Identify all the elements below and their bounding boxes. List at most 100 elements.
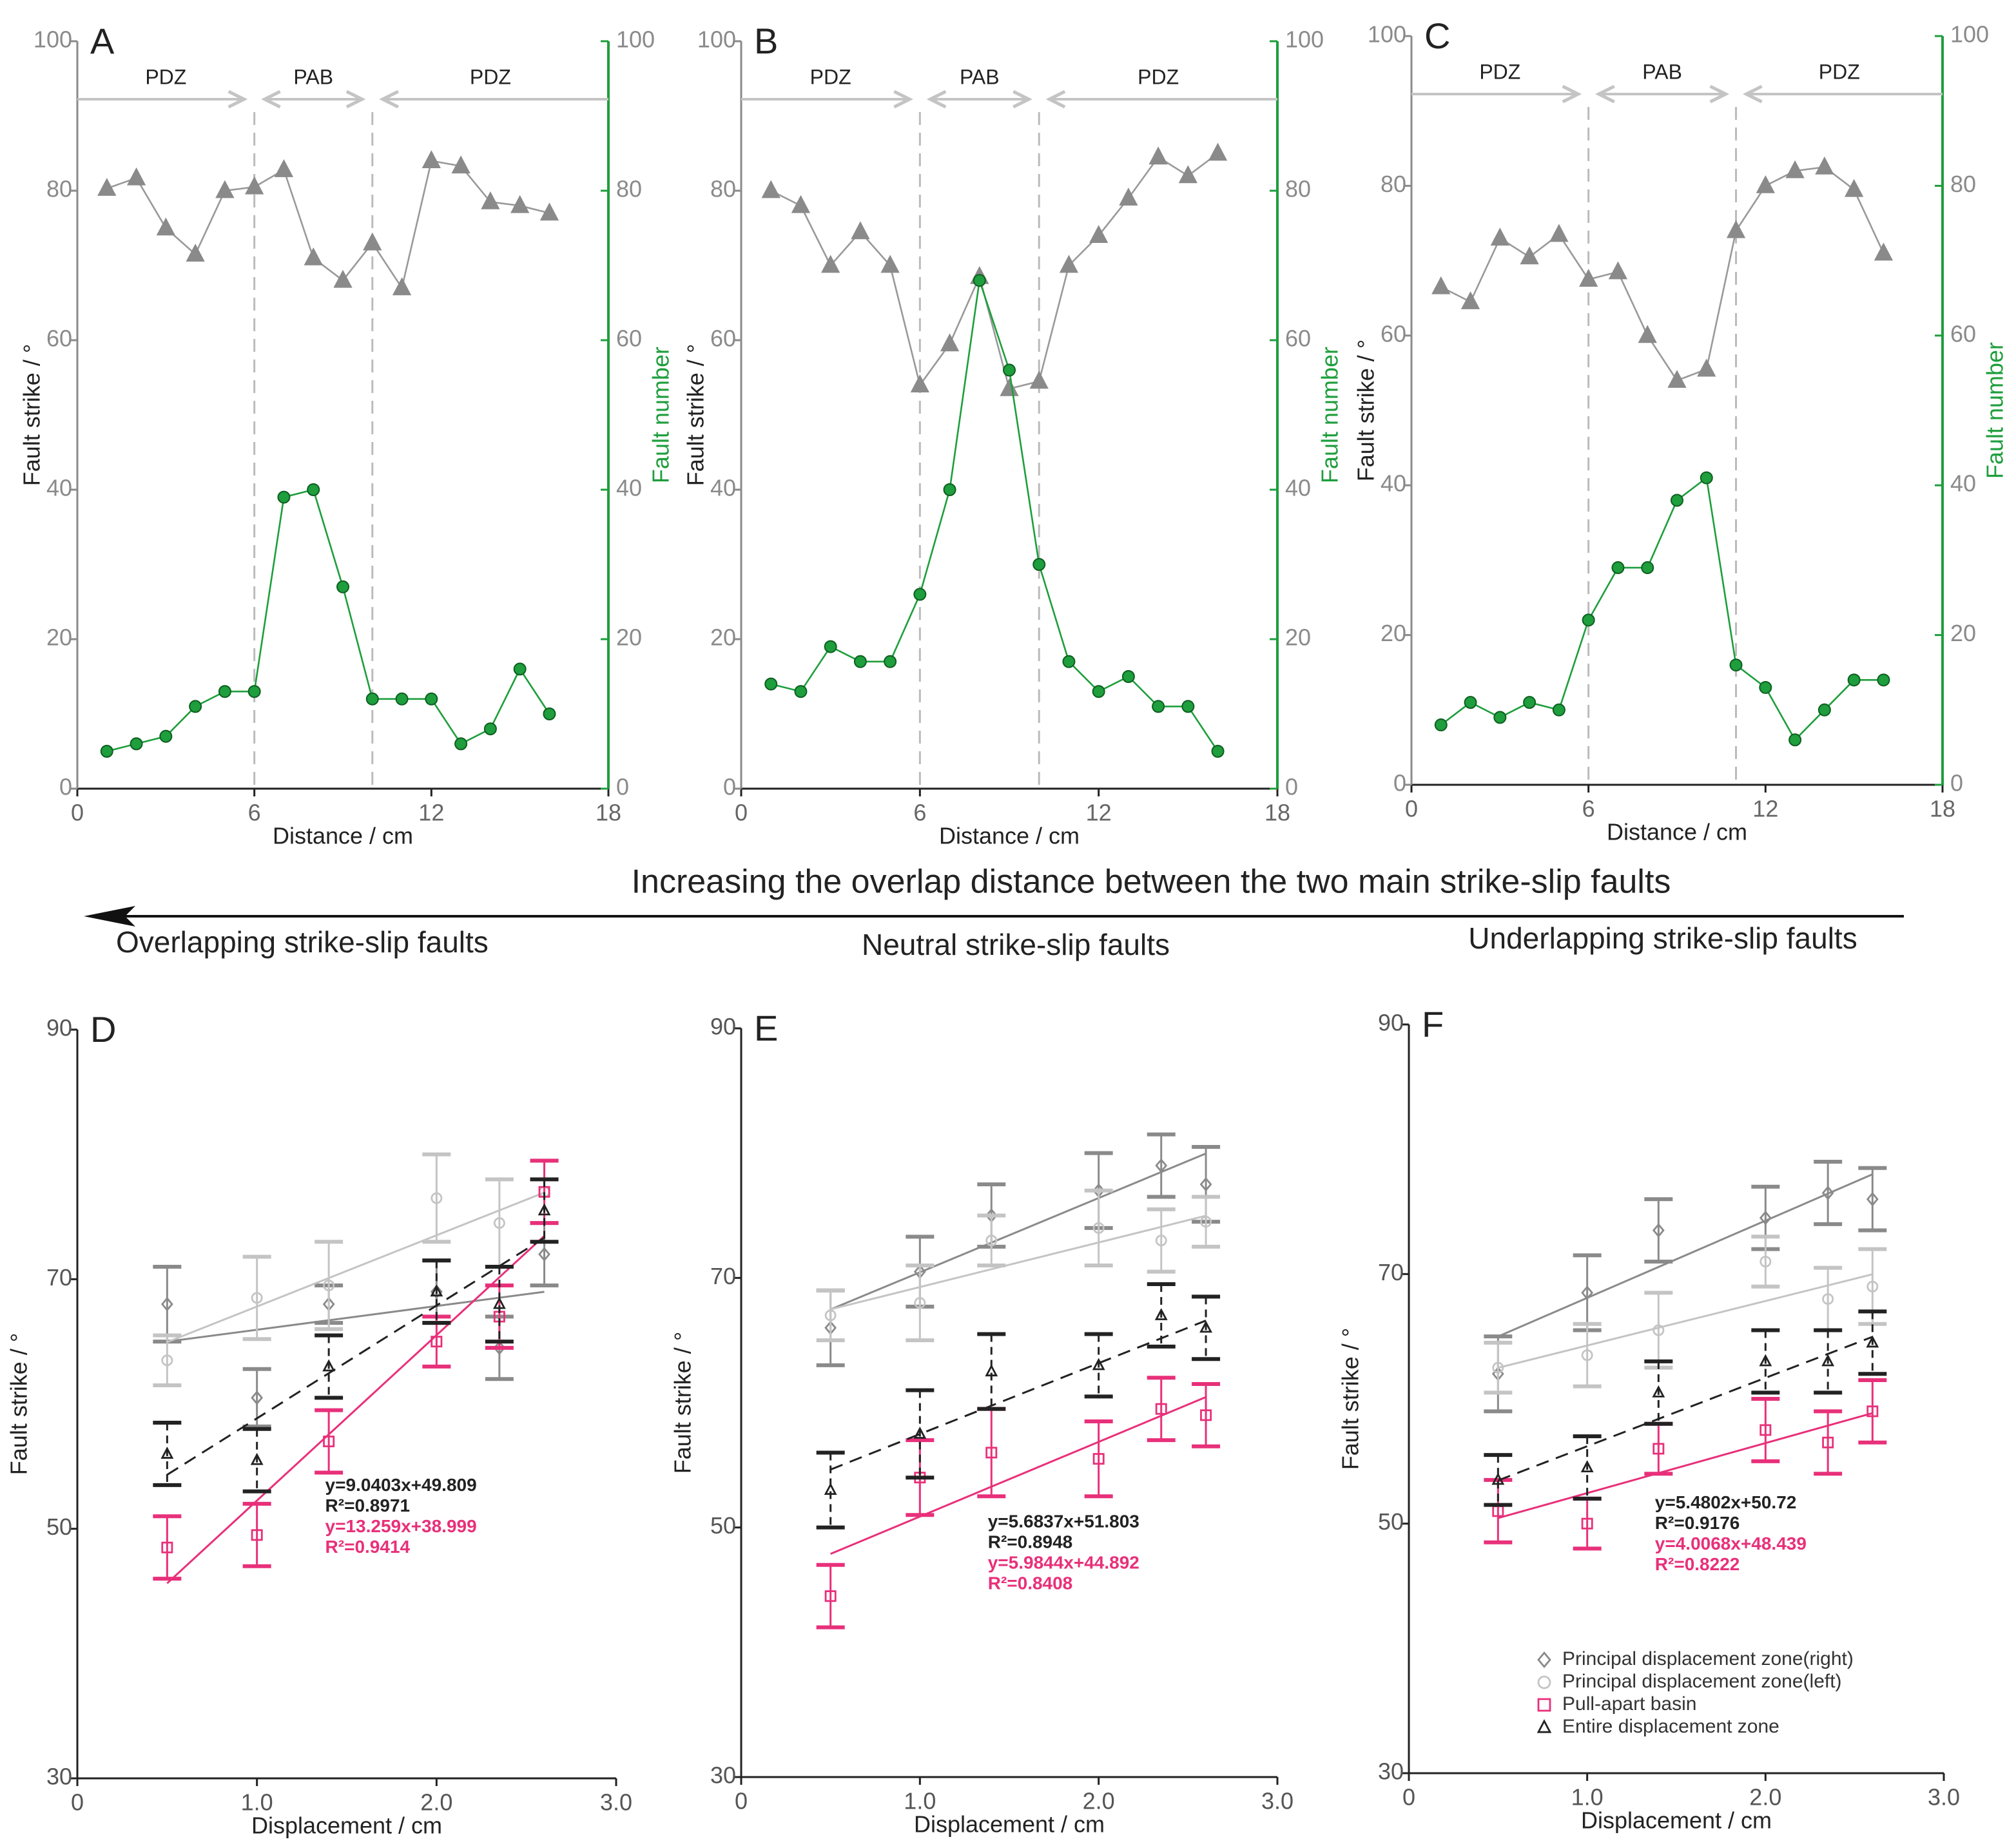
marker (1149, 146, 1168, 165)
marker (392, 277, 412, 296)
marker (985, 1235, 998, 1247)
marker (277, 490, 291, 504)
x-tick-label: 1.0 (904, 1788, 936, 1814)
marker (543, 707, 556, 720)
fit-line (166, 1235, 545, 1584)
series-line (1440, 166, 1885, 382)
marker (274, 159, 294, 177)
marker (1759, 1255, 1772, 1267)
y2-tick-label: 0 (616, 774, 629, 800)
marker (251, 1292, 263, 1304)
marker (914, 1297, 926, 1309)
zone-label: PAB (293, 65, 333, 88)
marker (159, 729, 173, 743)
marker (884, 655, 897, 668)
zone-arrow-head (1013, 90, 1032, 109)
marker (513, 662, 527, 676)
marker (1866, 1191, 1879, 1207)
x-tick-label: 12 (1752, 796, 1778, 822)
zone-arrow-head (893, 90, 913, 109)
x-tick-label: 0 (1405, 796, 1418, 822)
y-tick-label: 100 (34, 26, 72, 53)
marker (1866, 1405, 1879, 1418)
y-tick-label: 0 (723, 774, 736, 800)
legend-label: Entire displacement zone (1562, 1716, 1779, 1737)
marker (1866, 1335, 1879, 1348)
marker (430, 1284, 443, 1300)
zone-arrow-head (1742, 84, 1763, 104)
marker (1788, 733, 1802, 747)
marker (1552, 703, 1565, 716)
marker (824, 1590, 837, 1602)
x-tick-label: 6 (248, 800, 261, 826)
marker (333, 269, 353, 288)
marker (323, 1436, 335, 1448)
y-tick-label: 60 (1381, 320, 1406, 347)
marker (481, 191, 500, 209)
zone-label: PDZ (1819, 60, 1860, 83)
marker (1729, 659, 1743, 672)
marker (160, 1296, 173, 1312)
marker (215, 180, 235, 198)
y-tick-label: 100 (1368, 21, 1406, 48)
fit-r2: R²=0.8222 (1655, 1554, 1740, 1574)
zone-label: PDZ (145, 65, 186, 88)
marker (483, 722, 497, 736)
marker (1866, 1280, 1879, 1293)
marker (985, 1447, 998, 1459)
legend-label: Pull-apart basin (1562, 1693, 1696, 1715)
x-tick-label: 6 (1582, 796, 1595, 822)
marker (493, 1217, 505, 1229)
marker (1155, 1235, 1167, 1247)
marker (1200, 1409, 1212, 1421)
fit-line (167, 1291, 545, 1343)
marker (1759, 680, 1772, 694)
fit-r2: R²=0.8948 (988, 1532, 1073, 1552)
fit-equation: y=5.6837x+51.803 (988, 1511, 1139, 1531)
marker (1652, 1223, 1665, 1238)
marker (1062, 655, 1076, 668)
zone-label: PDZ (1479, 60, 1520, 83)
marker (1759, 1424, 1772, 1436)
y2-tick-label: 0 (1285, 774, 1298, 800)
marker (245, 176, 264, 195)
marker (1653, 1324, 1665, 1336)
overlap-arrow-head (84, 906, 135, 927)
marker (186, 244, 205, 262)
marker (363, 232, 382, 251)
x-tick-label: 18 (1265, 800, 1290, 826)
y2-tick-label: 40 (1285, 475, 1311, 501)
marker (1582, 613, 1595, 627)
y-tick-label: 60 (46, 325, 72, 352)
legend-marker (1537, 1698, 1551, 1712)
series-line (770, 280, 1219, 752)
y-tick-label: 0 (59, 774, 72, 800)
series-line (1440, 476, 1884, 742)
marker (1653, 1443, 1665, 1455)
x-tick-label: 12 (1086, 800, 1112, 826)
marker (430, 1284, 443, 1297)
marker (1726, 220, 1746, 238)
zone-arrow-head (1595, 84, 1615, 104)
banner-title: Increasing the overlap distance between … (632, 863, 1671, 901)
x-tick-label: 18 (1930, 796, 1955, 822)
marker (126, 167, 146, 186)
marker (1491, 1472, 1505, 1485)
y-tick-label: 30 (1378, 1758, 1404, 1785)
marker (794, 685, 808, 698)
fit-line (830, 1215, 1207, 1311)
marker (395, 692, 409, 706)
fit-line (830, 1320, 1207, 1471)
marker (1697, 358, 1716, 377)
marker (791, 195, 811, 213)
y-tick-label: 70 (710, 1263, 736, 1289)
panel-label: C (1424, 15, 1450, 56)
marker (307, 483, 320, 496)
marker (1199, 1320, 1212, 1333)
y2-axis-label: Fault number (1317, 347, 1343, 483)
marker (1817, 703, 1831, 716)
marker (824, 1483, 837, 1495)
banner-left: Overlapping strike-slip faults (116, 925, 489, 959)
